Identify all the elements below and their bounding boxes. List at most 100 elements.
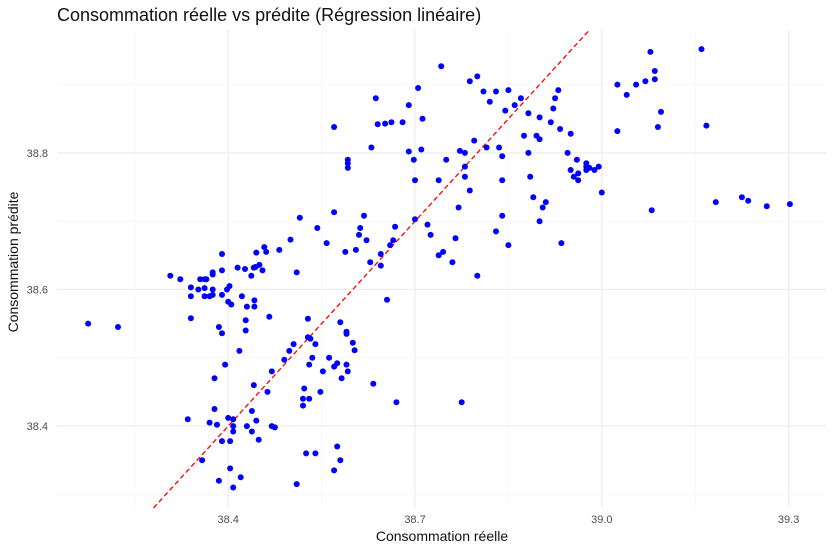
data-point [187,293,194,300]
data-point [575,170,582,177]
data-point [227,438,234,445]
data-point [222,361,229,368]
data-point [745,197,752,204]
data-point [550,105,557,112]
data-point [633,81,640,88]
data-point [586,164,593,171]
data-point [424,221,431,228]
data-point [342,248,349,255]
data-point [248,428,255,435]
data-point [343,361,350,368]
data-point [307,335,314,342]
data-point [388,119,395,126]
data-point [595,163,602,170]
data-point [331,467,338,474]
x-tick-label: 39.3 [778,514,799,526]
data-point [344,368,351,375]
y-tick-label: 38.6 [27,284,48,296]
data-point [466,78,473,85]
data-point [230,423,237,430]
data-point [201,285,208,292]
data-point [287,236,294,243]
data-point [184,416,191,423]
data-point [435,177,442,184]
data-point [331,209,338,216]
data-point [352,246,359,253]
data-point [387,242,394,249]
data-point [271,424,278,431]
data-point [575,177,582,184]
data-point [567,167,574,173]
data-point [337,319,344,326]
data-point [187,315,194,322]
data-point [374,121,381,128]
data-point [648,207,655,214]
data-point [763,203,770,210]
data-point [199,457,206,464]
data-point [197,276,204,283]
data-point [234,264,241,271]
data-point [505,87,512,94]
data-point [338,375,345,382]
data-point [242,317,249,324]
data-point [319,368,326,375]
data-point [367,259,374,266]
data-point [351,347,358,354]
data-point [361,212,367,219]
data-point [458,399,465,406]
data-point [214,421,220,428]
data-point [483,144,490,151]
data-point [203,276,210,283]
data-point [377,262,384,269]
data-point [263,248,270,255]
data-point [647,48,654,55]
reference-line-layer [153,29,590,509]
data-point [443,156,450,163]
data-point [238,293,245,300]
data-point [248,408,255,414]
data-point [461,163,468,170]
data-point [323,240,330,247]
data-point [390,237,397,244]
data-point [253,249,260,256]
data-point [530,194,537,201]
data-point [253,417,260,424]
data-point [570,173,577,180]
data-point [449,259,456,266]
data-point [539,204,546,211]
data-point [591,167,598,173]
data-point [230,416,237,423]
data-point [312,450,319,457]
data-point [440,248,447,255]
data-point [293,269,300,276]
data-point [290,341,297,348]
data-point [334,443,341,450]
data-point [598,189,605,196]
data-point [499,177,506,184]
data-point [651,68,658,74]
data-point [225,414,232,421]
data-point [642,78,649,85]
data-point [377,251,384,257]
data-point [466,187,473,194]
data-point [306,395,313,402]
data-point [344,160,351,167]
data-point [419,115,426,122]
data-point [251,303,258,310]
data-point [215,477,222,484]
data-point [306,361,313,368]
data-point [511,102,518,109]
data-point [209,291,216,298]
data-point [303,450,310,457]
data-point [455,204,462,211]
data-point [536,218,543,225]
data-point [219,251,225,257]
data-point [456,147,463,154]
data-point [230,484,237,491]
data-point [517,95,524,102]
data-point [712,199,719,206]
data-point [237,474,244,481]
data-point [215,324,222,330]
data-point [242,266,248,272]
data-point [493,228,499,235]
